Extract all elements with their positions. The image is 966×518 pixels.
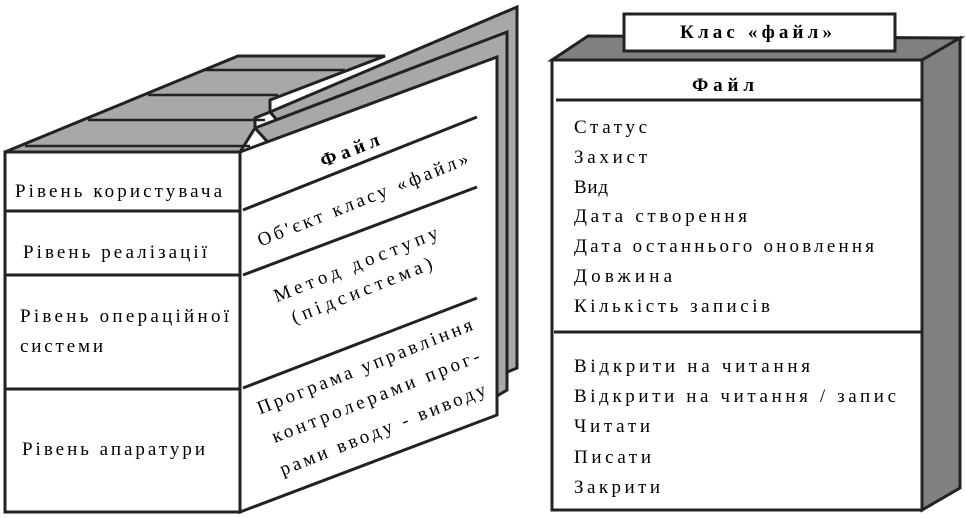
- layered-file-model: [3, 4, 519, 515]
- method-item: Відкрити на читання: [574, 356, 810, 377]
- top-face-lines: [25, 68, 345, 148]
- level-label: Рівень апаратури: [22, 439, 205, 460]
- class-tab: [622, 12, 897, 53]
- box-front: [550, 58, 924, 512]
- attribute-item: Вид: [574, 177, 608, 198]
- attribute-item: Кількість записів: [574, 296, 770, 317]
- front-page: [238, 54, 499, 515]
- method-item: Писати: [574, 447, 651, 468]
- attribute-item: Дата створення: [574, 206, 747, 227]
- top-face: [4, 54, 386, 154]
- class-file-box: [547, 12, 966, 513]
- attribute-item: Дата останнього оновлення: [574, 236, 874, 257]
- level-label: Рівень користувача: [15, 181, 223, 202]
- method-item: Читати: [574, 416, 650, 437]
- level-label: системи: [20, 336, 103, 357]
- level-label: Рівень реалізації: [23, 242, 208, 263]
- level-labels: Рівень користувача Рівень реалізації Рів…: [15, 181, 230, 460]
- method-item: Відкрити на читання / запис: [574, 386, 896, 407]
- box-side: [920, 35, 962, 513]
- class-tab-label: Клас «файл»: [680, 22, 832, 43]
